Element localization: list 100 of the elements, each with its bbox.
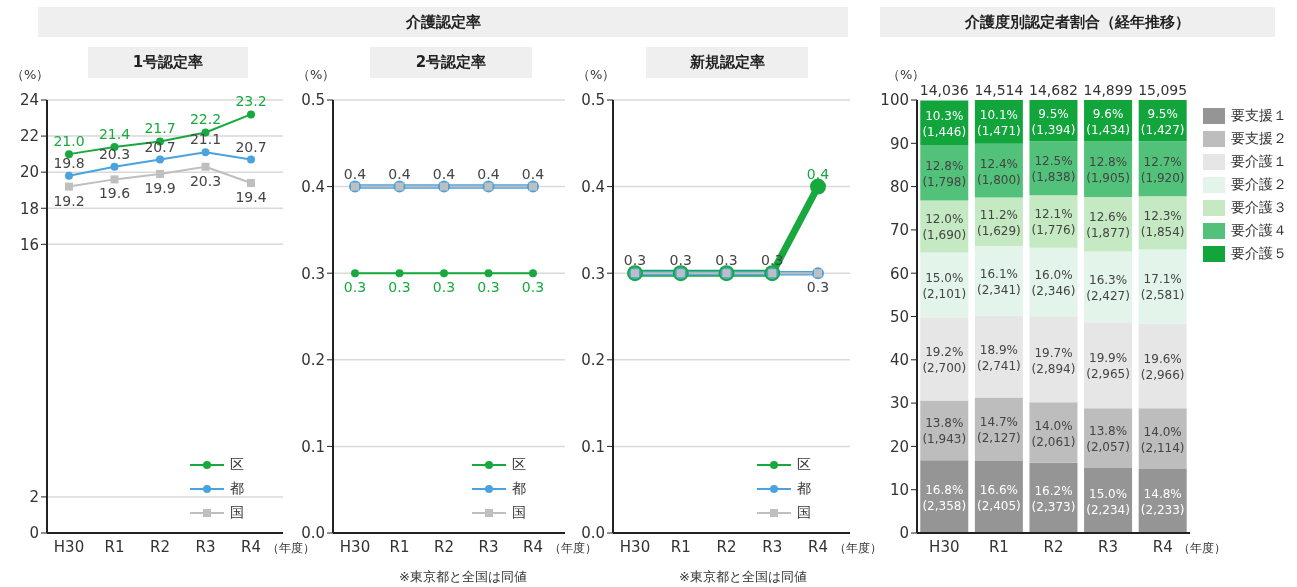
x-tick-label: R2 [150, 537, 170, 556]
y-axis-title: （%） [297, 66, 336, 84]
y-axis-title: （%） [887, 66, 926, 84]
data-label: 20.3 [98, 145, 131, 162]
y-tick-label: 0 [899, 524, 909, 543]
data-label: 23.2 [235, 93, 267, 110]
data-label: 19.2% (2,700) [922, 344, 967, 375]
data-label: 13.8% (1,943) [922, 416, 967, 447]
x-tick-label: R1 [104, 537, 125, 556]
x-tick-label: R4 [1152, 537, 1173, 556]
data-label: 12.8% (1,905) [1086, 155, 1130, 186]
y-tick-label: 0.0 [301, 524, 325, 543]
data-label: 17.1% (2,581) [1140, 272, 1185, 303]
data-label: 10.1% (1,471) [977, 107, 1021, 138]
data-label: 0.3 [623, 252, 647, 269]
data-label: 19.4 [235, 188, 267, 205]
data-label: 19.2 [53, 192, 85, 209]
data-label: 21.1 [189, 131, 222, 148]
data-label: 0.3 [806, 279, 830, 296]
data-label: 12.3% (1,854) [1140, 208, 1185, 239]
data-label: 19.8 [53, 154, 85, 171]
point [201, 162, 210, 171]
x-tick-label: R3 [1098, 537, 1119, 556]
data-label: 12.0% (1,690) [922, 212, 967, 243]
legend-label: 国 [512, 504, 526, 522]
data-label: 11.2% (1,629) [977, 207, 1021, 238]
x-axis-title: （年度） [267, 540, 315, 557]
bar [1029, 316, 1078, 403]
y-tick-label: 0.2 [301, 351, 325, 370]
bar [1084, 322, 1133, 409]
annotation: 14,682 [1028, 82, 1078, 98]
data-label: 13.8% (2,057) [1086, 424, 1130, 455]
data-label: 9.6% (1,434) [1086, 106, 1130, 137]
y-tick-label: 0.4 [301, 177, 325, 196]
x-tick-label: R4 [241, 537, 261, 556]
y-tick-label: 2 [29, 488, 39, 507]
chart-subtitle: 1号認定率 [88, 47, 248, 78]
y-tick-label: 100 [880, 91, 909, 110]
annotation: 15,095 [1138, 82, 1188, 98]
x-axis-title: （年度） [1178, 540, 1226, 557]
legend-label: 国 [797, 504, 811, 522]
data-label: 14.8% (2,233) [1140, 486, 1185, 517]
data-label: 20.7 [144, 138, 176, 155]
point [247, 110, 255, 119]
legend-label: 要介護３ [1231, 198, 1287, 217]
x-tick-label: R3 [762, 537, 783, 556]
y-tick-label: 20 [889, 437, 909, 456]
annotation: 14,514 [974, 82, 1024, 98]
data-label: 9.5% (1,394) [1031, 106, 1076, 137]
data-label: 0.3 [669, 252, 692, 269]
y-tick-label: 18 [19, 199, 39, 218]
y-tick-label: 20 [19, 163, 39, 182]
y-tick-label: 0.3 [581, 264, 605, 283]
x-tick-label: R3 [195, 537, 216, 556]
y-tick-label: 16 [19, 235, 39, 254]
data-label: 0.3 [343, 279, 367, 296]
data-label: 19.9 [144, 179, 176, 196]
y-tick-label: 50 [889, 307, 909, 326]
annotation: 14,036 [919, 82, 969, 98]
x-tick-label: R2 [716, 537, 737, 556]
y-axis-title: （%） [577, 66, 616, 84]
point [156, 169, 164, 178]
bar [920, 317, 969, 401]
y-tick-label: 22 [19, 127, 39, 146]
data-label: 12.1% (1,776) [1031, 207, 1076, 238]
text: ※東京都と全国は同値 [679, 568, 807, 586]
y-tick-label: 40 [889, 351, 909, 370]
point [65, 171, 73, 180]
bar [1138, 323, 1187, 409]
y-tick-label: 0 [29, 524, 39, 543]
data-label: 0.4 [477, 165, 500, 182]
legend-label: 区 [512, 456, 526, 474]
data-label: 14.0% (2,114) [1140, 424, 1185, 455]
x-tick-label: R4 [808, 537, 828, 556]
y-tick-label: 90 [889, 134, 909, 153]
x-tick-label: R4 [523, 537, 543, 556]
data-label: 19.6 [98, 185, 131, 202]
text: 介護認定率 [38, 7, 848, 37]
x-tick-label: H30 [929, 537, 960, 556]
data-label: 14.0% (2,061) [1031, 418, 1076, 449]
y-tick-label: 0.3 [301, 264, 325, 283]
x-tick-label: H30 [339, 537, 371, 556]
data-label: 0.4 [343, 165, 367, 182]
data-label: 9.5% (1,427) [1140, 106, 1185, 137]
legend-label: 要支援１ [1231, 106, 1287, 125]
x-tick-label: H30 [53, 537, 85, 556]
data-label: 21.7 [144, 120, 176, 137]
legend-label: 要介護１ [1231, 152, 1287, 171]
data-label: 0.3 [477, 279, 500, 296]
data-label: 14.7% (2,127) [977, 415, 1021, 446]
data-label: 16.1% (2,341) [977, 266, 1021, 297]
point [247, 155, 255, 164]
data-label: 0.3 [432, 279, 456, 296]
data-label: 18.9% (2,741) [977, 342, 1021, 373]
data-label: 0.3 [521, 279, 545, 296]
legend-label: 区 [230, 456, 244, 474]
legend-label: 要介護２ [1231, 175, 1287, 194]
chart-subtitle: 2号認定率 [370, 47, 532, 78]
data-label: 12.5% (1,838) [1031, 154, 1076, 185]
data-label: 16.8% (2,358) [922, 482, 967, 513]
